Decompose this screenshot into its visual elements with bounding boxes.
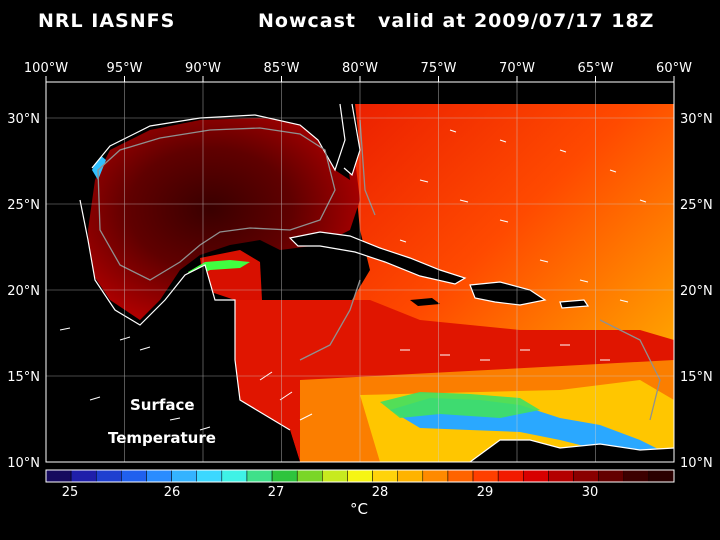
- lat-label-left: 10°N: [7, 456, 40, 471]
- lon-label: 90°W: [185, 61, 221, 76]
- colorbar-swatch: [372, 469, 398, 483]
- colorbar-swatch: [146, 469, 172, 483]
- bathymetry-contours: [97, 119, 661, 421]
- lat-label-right: 15°N: [680, 370, 713, 385]
- colorbar-swatch: [322, 469, 348, 483]
- graticule: [46, 82, 674, 462]
- lon-label: 100°W: [24, 61, 68, 76]
- lat-label-left: 15°N: [7, 370, 40, 385]
- model-name: NRL IASNFS: [38, 10, 176, 32]
- cuba-land: [290, 232, 465, 284]
- jamaica-land: [410, 298, 440, 306]
- annotation-line1: Surface: [130, 396, 195, 414]
- colorbar-swatch: [623, 469, 650, 483]
- colorbar-swatch: [95, 469, 122, 483]
- lon-label: 75°W: [421, 61, 457, 76]
- upwelling-green: [380, 392, 540, 418]
- south-america-land: [470, 440, 674, 462]
- yucatan-upwelling: [188, 260, 250, 280]
- lon-label: 85°W: [264, 61, 300, 76]
- lat-label-left: 20°N: [7, 284, 40, 299]
- lon-label: 80°W: [342, 61, 378, 76]
- valid-time: valid at 2009/07/17 18Z: [378, 10, 655, 32]
- colorbar-tick-label: 29: [477, 485, 494, 500]
- lat-label-right: 10°N: [680, 456, 713, 471]
- coastlines: [79, 103, 674, 462]
- mexico-land: [46, 200, 300, 462]
- colorbar-swatch: [548, 469, 574, 483]
- hispaniola-land: [470, 282, 545, 305]
- colorbar-swatch: [598, 469, 625, 483]
- annotation-line2: Temperature: [108, 429, 216, 447]
- lat-label-right: 25°N: [680, 198, 713, 213]
- map-area: [46, 82, 674, 462]
- lon-label: 60°W: [656, 61, 692, 76]
- colorbar-frame: [45, 469, 675, 483]
- colorbar-tick-labels: 25 26 27 28 29 30: [62, 485, 599, 500]
- lon-label: 65°W: [578, 61, 614, 76]
- tick-marks: [45, 76, 675, 82]
- colorbar-swatch: [648, 469, 675, 483]
- colorbar-swatch: [422, 469, 449, 483]
- gulf-sst: [88, 118, 360, 320]
- colorbar-swatch: [397, 469, 424, 483]
- colorbar-swatch: [121, 469, 147, 483]
- colorbar-swatch: [70, 469, 97, 483]
- lon-label: 95°W: [107, 61, 143, 76]
- colorbar-swatch: [45, 469, 72, 483]
- lat-label-right: 30°N: [680, 112, 713, 127]
- colorbar-unit: °C: [350, 500, 368, 518]
- colorbar-swatch: [196, 469, 223, 483]
- lat-label-left: 25°N: [7, 198, 40, 213]
- colorbar-tick-label: 27: [268, 485, 285, 500]
- colorbar-tick-label: 28: [372, 485, 389, 500]
- current-vectors: [59, 129, 647, 431]
- colorbar-swatch: [246, 469, 273, 483]
- lat-label-left: 30°N: [7, 112, 40, 127]
- lat-label-right: 20°N: [680, 284, 713, 299]
- colorbar: [45, 469, 675, 483]
- colorbar-tick-label: 26: [164, 485, 181, 500]
- colorbar-tick-label: 30: [582, 485, 599, 500]
- product-name: Nowcast: [258, 10, 356, 32]
- colorbar-swatch: [573, 469, 599, 483]
- colorbar-swatch: [472, 469, 499, 483]
- colorbar-tick-label: 25: [62, 485, 79, 500]
- colorbar-swatch: [271, 469, 298, 483]
- lon-label: 70°W: [499, 61, 535, 76]
- colorbar-swatch: [447, 469, 474, 483]
- colorbar-swatch: [296, 469, 323, 483]
- colorbar-swatch: [171, 469, 197, 483]
- colorbar-swatch: [523, 469, 549, 483]
- colorbar-swatch: [221, 469, 248, 483]
- colorbar-swatch: [497, 469, 524, 483]
- gulf-coast-cool: [92, 155, 106, 180]
- colorbar-swatch: [347, 469, 373, 483]
